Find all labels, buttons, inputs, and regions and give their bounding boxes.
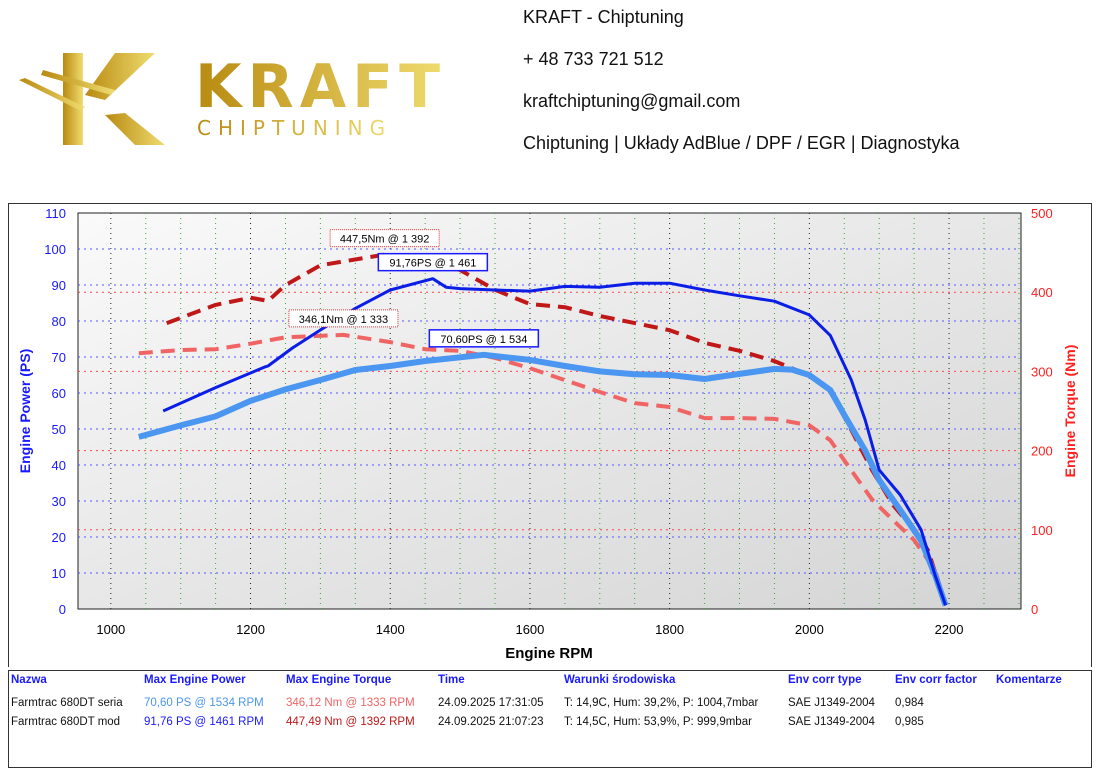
series-line-3 [138,332,948,606]
y-tick-label: 0 [59,602,66,617]
series-line-2 [166,252,948,606]
annotation-label: 346,1Nm @ 1 333 [299,314,388,326]
svg-text:CHIPTUNING: CHIPTUNING [197,116,392,140]
table-cell: SAE J1349-2004 [788,697,875,709]
annotation-box [329,229,440,248]
table-cell: SAE J1349-2004 [788,716,875,728]
series-line-0 [162,277,948,606]
table-cell: Farmtrac 680DT mod [11,716,121,728]
table-cell: T: 14,9C, Hum: 39,2%, P: 1004,7mbar [564,697,759,709]
table-cell: 24.09.2025 21:07:23 [438,716,544,728]
y2-tick-label: 200 [1031,444,1053,459]
annotation-label: 70,60PS @ 1 534 [440,334,527,346]
annotation-box [288,309,399,328]
x-axis-label: Engine RPM [505,645,593,662]
table-cell: 0,984 [895,697,924,709]
results-table: Nazwa Max Engine Power Max Engine Torque Ti… [8,670,1092,768]
x-tick-label: 1400 [376,622,405,637]
y2-tick-label: 0 [1031,602,1038,617]
x-tick-label: 2200 [935,622,964,637]
table-header: Warunki środowiska [564,674,676,686]
x-tick-label: 1200 [236,622,265,637]
contact-info: KRAFT - Chiptuning + 48 733 721 512 kraf… [523,6,960,174]
company-name: KRAFT - Chiptuning [523,7,684,27]
y2-tick-label: 100 [1031,523,1053,538]
table-cell: Farmtrac 680DT seria [11,697,123,709]
svg-text:KRAFT: KRAFT [195,52,446,122]
y-tick-label: 20 [52,530,66,545]
table-header: Komentarze [996,674,1062,686]
chart-frame [8,203,1092,667]
table-cell: 346,12 Nm @ 1333 RPM [286,697,415,709]
y-tick-label: 90 [52,278,66,293]
x-tick-label: 1800 [655,622,684,637]
y-tick-label: 100 [44,242,66,257]
y2-tick-label: 400 [1031,285,1053,300]
y-tick-label: 80 [52,314,66,329]
x-tick-label: 1000 [96,622,125,637]
table-cell: 0,985 [895,716,924,728]
y2-tick-label: 300 [1031,364,1053,379]
table-cell: T: 14,5C, Hum: 53,9%, P: 999,9mbar [564,716,752,728]
annotation-box [377,252,489,272]
y-tick-label: 60 [52,386,66,401]
services: Chiptuning | Układy AdBlue / DPF / EGR |… [523,133,960,153]
table-header: Env corr type [788,674,862,686]
y-tick-label: 30 [52,494,66,509]
series-line-1 [138,351,949,607]
y2-axis-label: Engine Torque (Nm) [1062,345,1078,478]
y-tick-label: 10 [52,566,66,581]
y-tick-label: 110 [45,206,66,221]
table-cell: 91,76 PS @ 1461 RPM [144,716,264,728]
x-tick-label: 1600 [515,622,544,637]
table-header: Max Engine Power [144,674,246,686]
kraft-logo: KRAFT CHIPTUNING [19,52,446,145]
dyno-chart: 0 10 20 30 40 50 60 70 80 90 100 110 0 100 200 300 400 50… [17,206,1078,662]
y-tick-label: 70 [52,350,66,365]
table-cell: 24.09.2025 17:31:05 [438,697,544,709]
table-header: Nazwa [11,674,47,686]
y-tick-label: 50 [52,422,66,437]
email: kraftchiptuning@gmail.com [523,91,741,111]
table-cell: 447,49 Nm @ 1392 RPM [286,716,415,728]
plot-area [77,212,1022,610]
annotation-box [428,329,540,348]
table-header: Time [438,674,465,686]
y2-tick-label: 500 [1031,206,1053,221]
table-header: Max Engine Torque [286,674,392,686]
table-header: Env corr factor [895,674,977,686]
table-cell: 70,60 PS @ 1534 RPM [144,697,264,709]
y-tick-label: 40 [52,458,66,473]
phone: + 48 733 721 512 [523,49,664,69]
annotation-label: 91,76PS @ 1 461 [389,258,476,270]
annotation-label: 447,5Nm @ 1 392 [340,234,429,246]
x-tick-label: 2000 [795,622,824,637]
y-axis-label: Engine Power (PS) [17,349,33,473]
